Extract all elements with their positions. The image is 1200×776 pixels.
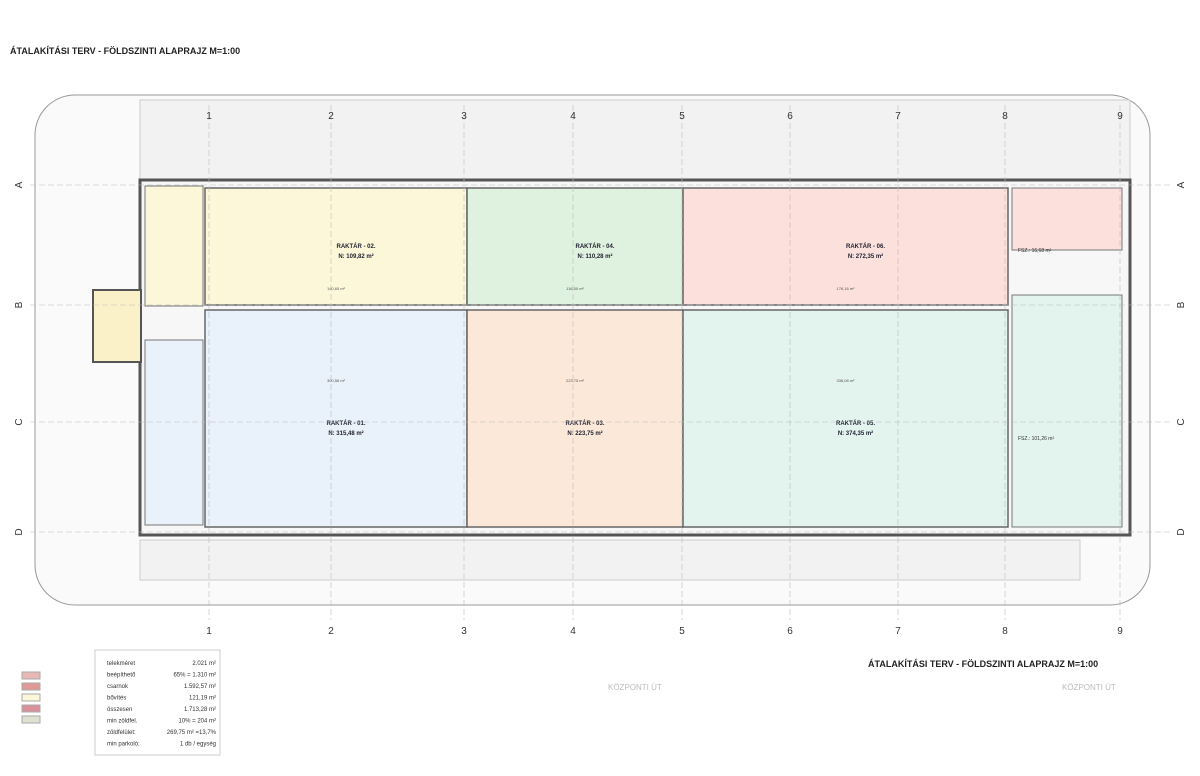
summary-label: csarnok <box>107 684 129 690</box>
summary-value: 65% = 1.310 m² <box>173 673 216 679</box>
room-5 <box>466 309 684 528</box>
paved-area-top <box>139 99 1131 181</box>
summary-value: 10% = 204 m² <box>178 719 216 725</box>
room-name: RAKTÁR - 03. <box>565 420 604 427</box>
room-area: N: 110,28 m² <box>577 253 612 260</box>
grid-column-label: 9 <box>1117 111 1123 122</box>
room-name: RAKTÁR - 01. <box>326 420 365 427</box>
grid-row-label: B <box>1176 301 1187 308</box>
paved-area-bottom <box>139 539 1081 581</box>
road-label: KÖZPONTI ÚT <box>608 683 662 692</box>
grid-row-label: C <box>14 418 25 425</box>
summary-label: zöldfelület: <box>107 730 136 736</box>
room-1 <box>204 187 468 306</box>
room-gross-area: 338,08 m² <box>836 378 855 383</box>
room-name: RAKTÁR - 06. <box>846 243 885 250</box>
room-gross-area: 223,75 m² <box>566 378 585 383</box>
room-gross-area: 116,50 m² <box>566 286 584 291</box>
grid-column-label: 1 <box>206 111 212 122</box>
side-room-label: FSZ.: 16,68 m² <box>1018 248 1052 254</box>
grid-column-label: 3 <box>461 626 467 637</box>
room-area: N: 374,35 m² <box>838 430 873 437</box>
plan-title-top: ÁTALAKÍTÁSI TERV - FÖLDSZINTI ALAPRAJZ M… <box>10 46 240 56</box>
legend-swatch <box>21 671 41 680</box>
legend-swatch <box>21 693 41 702</box>
room-name: RAKTÁR - 02. <box>336 243 375 250</box>
room-name: RAKTÁR - 04. <box>575 243 614 250</box>
room-6 <box>682 309 1009 528</box>
summary-value: 1 db / egység <box>180 742 216 748</box>
room-name: RAKTÁR - 05. <box>836 420 875 427</box>
grid-column-label: 4 <box>570 626 576 637</box>
summary-label: telekméret <box>107 661 135 667</box>
grid-column-label: 9 <box>1117 626 1123 637</box>
summary-label: bővítés <box>107 696 126 702</box>
room-gross-area: 176,16 m² <box>836 286 855 291</box>
room-4 <box>204 309 468 528</box>
summary-value: 2.021 m² <box>192 661 216 667</box>
grid-column-label: 6 <box>787 626 793 637</box>
summary-value: 1.592,57 m² <box>184 684 216 690</box>
grid-row-label: D <box>1176 528 1187 535</box>
summary-value: 269,75 m² =13,7% <box>167 730 217 736</box>
room-area: N: 223,75 m² <box>567 430 602 437</box>
grid-row-label: B <box>14 301 25 308</box>
legend <box>21 671 41 724</box>
plan-title-bottom: ÁTALAKÍTÁSI TERV - FÖLDSZINTI ALAPRAJZ M… <box>868 659 1098 669</box>
legend-swatch <box>21 682 41 691</box>
side-room-label: FSZ.: 101,26 m² <box>1018 436 1054 442</box>
side-room-pink <box>1011 187 1123 251</box>
room-3 <box>682 187 1009 306</box>
side-room-teal <box>1011 294 1123 528</box>
side-room-yellow <box>144 185 204 307</box>
grid-row-label: C <box>1176 418 1187 425</box>
grid-column-label: 4 <box>570 111 576 122</box>
room-gross-area: 140,65 m² <box>327 286 346 291</box>
room-2 <box>466 187 684 306</box>
summary-value: 1.713,28 m² <box>184 707 216 713</box>
grid-column-label: 7 <box>895 626 901 637</box>
grid-column-label: 8 <box>1002 626 1008 637</box>
grid-column-label: 5 <box>679 626 685 637</box>
room-area: N: 109,82 m² <box>338 253 373 260</box>
summary-label: min parkoló: <box>107 742 140 748</box>
road-label: KÖZPONTI ÚT <box>1062 683 1116 692</box>
legend-swatch <box>21 704 41 713</box>
room-area: N: 315,48 m² <box>328 430 363 437</box>
annex-room <box>92 289 142 363</box>
grid-row-label: D <box>14 528 25 535</box>
grid-row-label: A <box>1176 181 1187 188</box>
grid-column-label: 2 <box>328 111 334 122</box>
grid-column-label: 3 <box>461 111 467 122</box>
summary-table <box>94 649 221 756</box>
legend-swatch <box>21 715 41 724</box>
room-gross-area: 300,56 m² <box>327 378 346 383</box>
grid-column-label: 2 <box>328 626 334 637</box>
grid-row-label: A <box>14 181 25 188</box>
summary-label: összesen <box>107 707 132 713</box>
summary-label: min zöldfel. <box>107 719 138 725</box>
grid-column-label: 7 <box>895 111 901 122</box>
grid-column-label: 1 <box>206 626 212 637</box>
grid-column-label: 8 <box>1002 111 1008 122</box>
grid-column-label: 5 <box>679 111 685 122</box>
room-area: N: 272,35 m² <box>848 253 883 260</box>
summary-label: beépíthető <box>107 673 136 679</box>
grid-column-label: 6 <box>787 111 793 122</box>
side-room-blue <box>144 339 204 526</box>
summary-value: 121,19 m² <box>189 696 216 702</box>
